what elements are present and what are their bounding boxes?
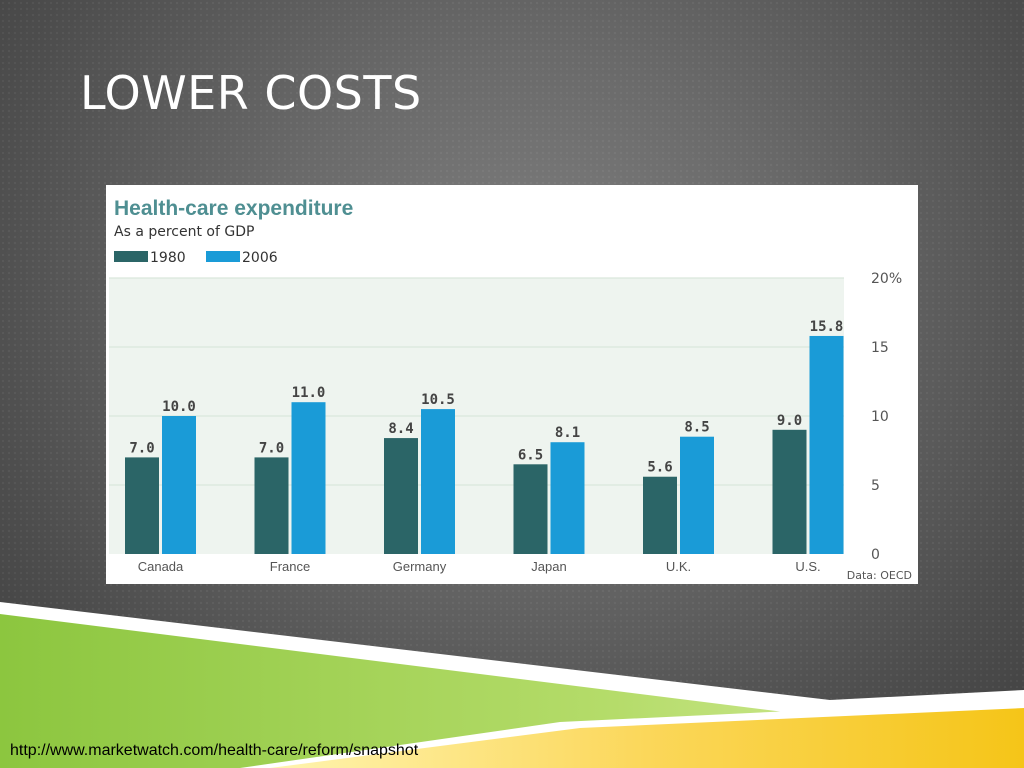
bar-U.K.-2006: [680, 436, 714, 554]
bar-U.K.-1980: [643, 476, 677, 554]
bar-France-2006: [291, 402, 326, 554]
data-label-France-1980: 7.0: [259, 440, 284, 456]
chart-legend: 1980 2006: [114, 250, 278, 266]
y-tick-label: 5: [871, 478, 880, 494]
bar-Canada-2006: [162, 416, 196, 554]
y-axis: 0 5 10 15 20%: [871, 271, 902, 563]
chart-title: Health-care expenditure: [114, 197, 353, 220]
x-axis: Canada France Germany Japan U.K. U.S.: [138, 559, 821, 574]
data-label-Germany-1980: 8.4: [388, 421, 413, 437]
legend-swatch-2006: [206, 251, 240, 262]
bar-U.S.-2006: [809, 335, 844, 554]
x-tick-label-Canada: Canada: [138, 559, 184, 574]
data-label-U.S.-2006: 15.8: [810, 319, 844, 335]
source-link[interactable]: http://www.marketwatch.com/health-care/r…: [10, 742, 419, 759]
y-tick-label: 10: [871, 409, 889, 425]
x-tick-label-Japan: Japan: [531, 559, 566, 574]
bar-Japan-1980: [513, 464, 548, 554]
x-tick-label-U.K.: U.K.: [666, 559, 691, 574]
legend-label-1980: 1980: [150, 250, 186, 266]
data-label-Germany-2006: 10.5: [421, 392, 455, 408]
gridlines: [109, 277, 844, 486]
data-source: Data: OECD: [847, 569, 912, 582]
y-tick-label: 20%: [871, 271, 902, 287]
data-label-Canada-1980: 7.0: [129, 440, 154, 456]
x-tick-label-U.S.: U.S.: [795, 559, 820, 574]
bar-U.S.-1980: [772, 429, 807, 554]
data-label-Canada-2006: 10.0: [162, 399, 196, 415]
y-tick-label: 0: [871, 547, 880, 563]
bar-France-1980: [254, 457, 289, 554]
bar-Canada-1980: [125, 457, 159, 554]
data-label-France-2006: 11.0: [292, 385, 326, 401]
x-tick-label-Germany: Germany: [393, 559, 447, 574]
bar-chart: Health-care expenditure As a percent of …: [109, 197, 912, 582]
y-tick-label: 15: [871, 340, 889, 356]
bar-Germany-2006: [421, 409, 455, 554]
data-label-U.K.-2006: 8.5: [684, 420, 709, 436]
chart-subtitle: As a percent of GDP: [114, 224, 254, 240]
data-label-U.S.-1980: 9.0: [777, 413, 802, 429]
legend-label-2006: 2006: [242, 250, 278, 266]
data-label-Japan-1980: 6.5: [518, 447, 543, 463]
data-label-Japan-2006: 8.1: [555, 425, 580, 441]
bars: [125, 335, 844, 554]
bar-Germany-1980: [384, 438, 418, 554]
bar-Japan-2006: [550, 442, 585, 554]
legend-swatch-1980: [114, 251, 148, 262]
data-labels: 7.0 10.0 7.0 11.0 8.4 10.5 6.5 8.1 5.6 8.5 9.0 15.8: [129, 319, 843, 476]
chart-card: Health-care expenditure As a percent of …: [106, 185, 918, 584]
slide-title: LOWER COSTS: [80, 66, 422, 120]
yellow-band: [270, 708, 1024, 768]
x-tick-label-France: France: [270, 559, 310, 574]
data-label-U.K.-1980: 5.6: [647, 460, 672, 476]
